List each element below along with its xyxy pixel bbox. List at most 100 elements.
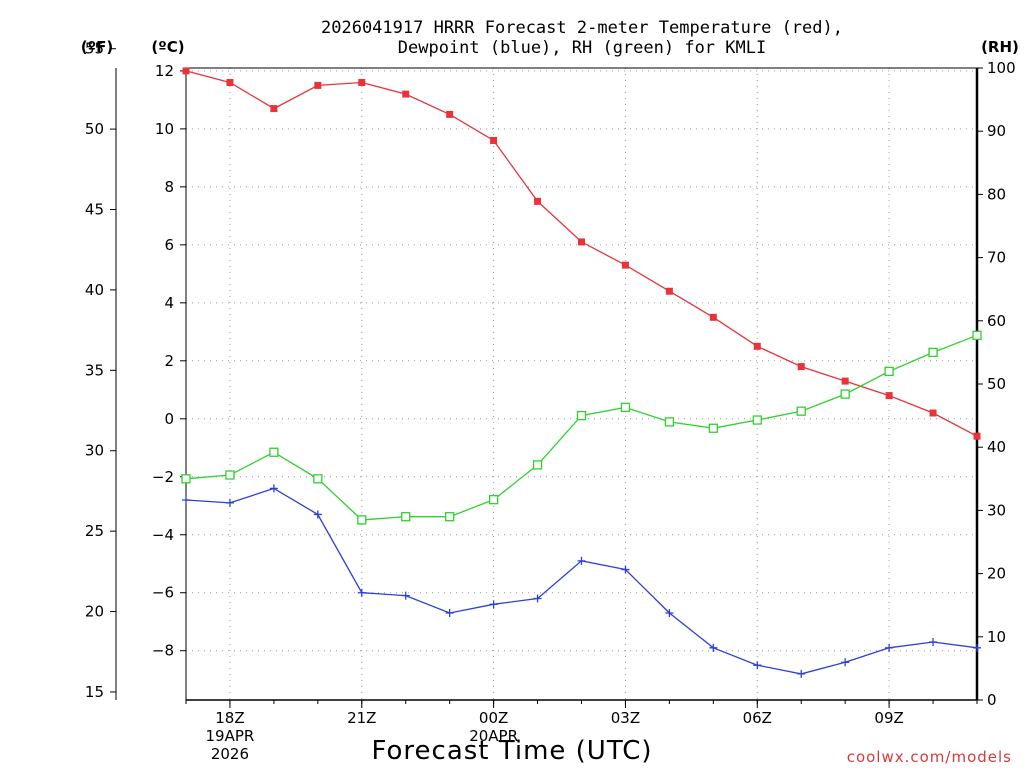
2-meter-temperature-point	[270, 105, 278, 113]
relative-humidity-point	[708, 423, 718, 433]
celsius-tick-label: 8	[164, 178, 174, 196]
2-meter-temperature-point	[402, 90, 410, 98]
axes: 121086420−2−4−6−855504540353025201510090…	[85, 40, 1016, 763]
relative-humidity-point	[796, 406, 806, 416]
relative-humidity-point	[269, 447, 279, 457]
x-tick-date-label: 19APR	[206, 727, 255, 745]
celsius-tick-label: −2	[152, 468, 174, 486]
rh-tick-label: 30	[987, 501, 1006, 519]
relative-humidity-point	[357, 515, 367, 525]
fahrenheit-unit-label: (ºF)	[81, 38, 113, 56]
x-tick-label: 09Z	[874, 709, 903, 727]
x-tick-label: 03Z	[611, 709, 640, 727]
relative-humidity-point	[445, 512, 455, 522]
celsius-tick-label: 10	[155, 120, 174, 138]
fahrenheit-tick-label: 20	[85, 603, 104, 621]
2-meter-temperature-point	[973, 432, 981, 440]
rh-tick-label: 20	[987, 565, 1006, 583]
2-meter-temperature-point	[929, 409, 937, 417]
relative-humidity-point	[884, 366, 894, 377]
rh-tick-label: 10	[987, 628, 1006, 646]
rh-tick-label: 70	[987, 249, 1006, 267]
dewpoint-point	[489, 600, 498, 609]
relative-humidity-point	[576, 410, 587, 421]
relative-humidity-point	[752, 415, 762, 425]
2-meter-temperature-point	[709, 313, 717, 321]
2-meter-temperature-point	[841, 377, 849, 385]
relative-humidity-point	[664, 417, 675, 427]
x-tick-date-label: 20APR	[469, 727, 518, 745]
x-tick-year-label: 2026	[211, 745, 249, 763]
celsius-tick-label: 2	[164, 352, 174, 370]
relative-humidity-point	[225, 470, 235, 480]
x-tick-label: 21Z	[347, 709, 376, 727]
fahrenheit-tick-label: 45	[85, 201, 104, 219]
fahrenheit-tick-label: 15	[85, 683, 104, 701]
dewpoint-point	[313, 510, 322, 519]
2-meter-temperature-point	[490, 136, 498, 144]
rh-tick-label: 60	[987, 312, 1006, 330]
chart-title-line-1: 2026041917 HRRR Forecast 2-meter Tempera…	[321, 18, 843, 38]
rh-tick-label: 90	[987, 122, 1006, 140]
2-meter-temperature-point	[314, 81, 322, 89]
dewpoint-point	[445, 609, 454, 618]
celsius-unit-label: (ºC)	[151, 38, 184, 56]
dewpoint-line	[185, 487, 978, 675]
gridlines	[186, 68, 977, 700]
relative-humidity-point	[972, 330, 982, 340]
dewpoint-point	[797, 669, 806, 678]
celsius-tick-label: 0	[164, 410, 174, 428]
fahrenheit-tick-label: 50	[85, 120, 104, 138]
relative-humidity-point	[181, 474, 191, 484]
2-meter-temperature-point	[797, 363, 805, 371]
2-meter-temperature-point	[358, 78, 366, 86]
dewpoint-point	[357, 588, 366, 597]
2-meter-temperature-point	[665, 287, 673, 295]
fahrenheit-tick-label: 35	[85, 361, 104, 379]
dewpoint-point	[973, 643, 981, 652]
celsius-tick-label: −6	[152, 584, 174, 602]
x-tick-label: 00Z	[479, 709, 508, 727]
relative-humidity-point	[928, 347, 938, 358]
fahrenheit-tick-label: 40	[85, 281, 104, 299]
chart-title-line-2: Dewpoint (blue), RH (green) for KMLI	[398, 38, 766, 58]
celsius-tick-label: 12	[155, 62, 174, 80]
dewpoint-point	[885, 643, 894, 652]
dewpoint-point	[841, 658, 850, 667]
x-tick-label: 06Z	[743, 709, 772, 727]
relative-humidity-point	[401, 512, 411, 522]
2-meter-temperature-point	[534, 197, 542, 205]
fahrenheit-tick-label: 30	[85, 442, 104, 460]
dewpoint-point	[182, 495, 190, 504]
2-meter-temperature-point	[621, 261, 629, 269]
dewpoint-point	[577, 556, 586, 565]
x-tick-label: 18Z	[215, 709, 244, 727]
2-meter-temperature-point	[885, 392, 893, 400]
relative-humidity-point	[488, 495, 499, 505]
rh-tick-label: 80	[987, 185, 1006, 203]
relative-humidity-point	[532, 460, 543, 470]
dewpoint-point	[709, 643, 718, 652]
celsius-tick-label: 4	[164, 294, 174, 312]
fahrenheit-tick-label: 55	[85, 40, 104, 58]
rh-tick-label: 100	[987, 59, 1016, 77]
celsius-tick-label: 6	[164, 236, 174, 254]
rh-tick-label: 50	[987, 375, 1006, 393]
relative-humidity-line	[185, 334, 978, 521]
2-meter-temperature-point	[226, 78, 234, 86]
celsius-tick-label: −8	[152, 642, 174, 660]
rh-tick-label: 0	[987, 691, 997, 709]
2-meter-temperature-point	[446, 110, 454, 118]
dewpoint-point	[621, 565, 630, 574]
relative-humidity-point	[840, 389, 850, 399]
2-meter-temperature-line	[185, 70, 978, 437]
dewpoint-point	[533, 594, 542, 603]
2-meter-temperature-point	[578, 238, 585, 246]
rh-unit-label: (RH)	[981, 38, 1019, 56]
2-meter-temperature-point	[753, 342, 761, 350]
dewpoint-point	[225, 498, 234, 507]
dewpoint-point	[401, 591, 410, 600]
x-axis-title: Forecast Time (UTC)	[371, 736, 652, 766]
celsius-tick-label: −4	[152, 526, 174, 544]
